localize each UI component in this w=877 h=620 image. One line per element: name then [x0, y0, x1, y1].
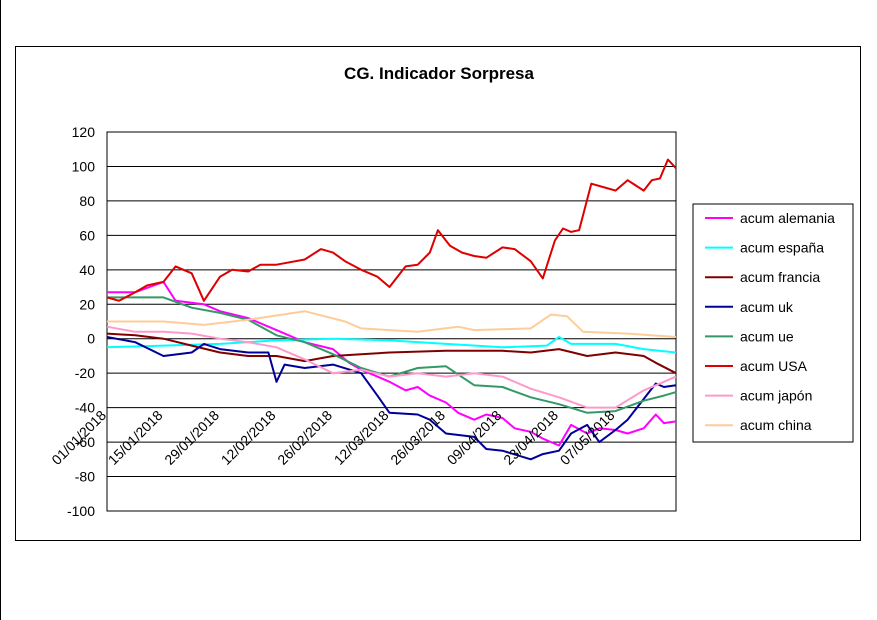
x-tick-label: 26/03/2018	[387, 407, 448, 468]
series-line-acum-china	[107, 310, 677, 338]
x-tick-label: 09/04/2018	[444, 407, 505, 468]
series-line-acum-francia	[106, 332, 677, 375]
y-tick-label: 60	[79, 227, 95, 243]
x-tick-label: 01/01/2018	[48, 407, 109, 468]
y-tick-label: -80	[75, 469, 95, 485]
series-line-acum-españa	[106, 336, 677, 354]
left-edge-line	[0, 0, 1, 620]
legend-label: acum españa	[740, 240, 824, 256]
legend-label: acum china	[740, 417, 812, 433]
legend-box	[692, 203, 854, 443]
y-tick-label: -100	[67, 503, 95, 519]
legend-label: acum japón	[740, 388, 812, 404]
legend: acum alemania acum españa acum francia acum…	[692, 203, 854, 443]
y-tick-label: 80	[79, 193, 95, 209]
series-lines	[106, 158, 677, 461]
x-tick-label: 26/02/2018	[274, 407, 335, 468]
x-tick-label: 29/01/2018	[161, 407, 222, 468]
series-line-acum-japón	[106, 325, 677, 409]
y-tick-label: 20	[79, 296, 95, 312]
series-line-acum-ue	[107, 296, 677, 414]
y-tick-label: -20	[75, 365, 95, 381]
legend-label: acum USA	[740, 358, 808, 374]
series-line-acum-USA	[106, 158, 677, 302]
y-tick-label: 120	[72, 124, 96, 140]
y-tick-label: -40	[75, 400, 95, 416]
y-tick-label: 100	[72, 158, 96, 174]
chart-title: CG. Indicador Sorpresa	[344, 64, 534, 83]
y-tick-label: 0	[87, 331, 95, 347]
chart-frame: CG. Indicador Sorpresa 120 100 80 60 40 20 0 -2…	[15, 46, 861, 541]
legend-label: acum alemania	[740, 210, 835, 226]
legend-label: acum francia	[740, 269, 820, 285]
series-line-acum-alemania	[107, 280, 677, 447]
x-tick-label: 12/03/2018	[331, 407, 392, 468]
x-tick-label: 07/05/2018	[557, 407, 618, 468]
series-line-acum-uk	[106, 336, 677, 461]
y-axis-ticks: 120 100 80 60 40 20 0 -20 -40 -60 -80 -100	[67, 124, 95, 519]
x-tick-label: 15/01/2018	[105, 407, 166, 468]
y-tick-label: -60	[75, 434, 95, 450]
legend-label: acum ue	[740, 328, 794, 344]
x-tick-label: 12/02/2018	[218, 407, 279, 468]
y-tick-label: 40	[79, 262, 95, 278]
legend-label: acum uk	[740, 299, 794, 315]
chart-svg: CG. Indicador Sorpresa 120 100 80 60 40 20 0 -2…	[48, 64, 854, 519]
